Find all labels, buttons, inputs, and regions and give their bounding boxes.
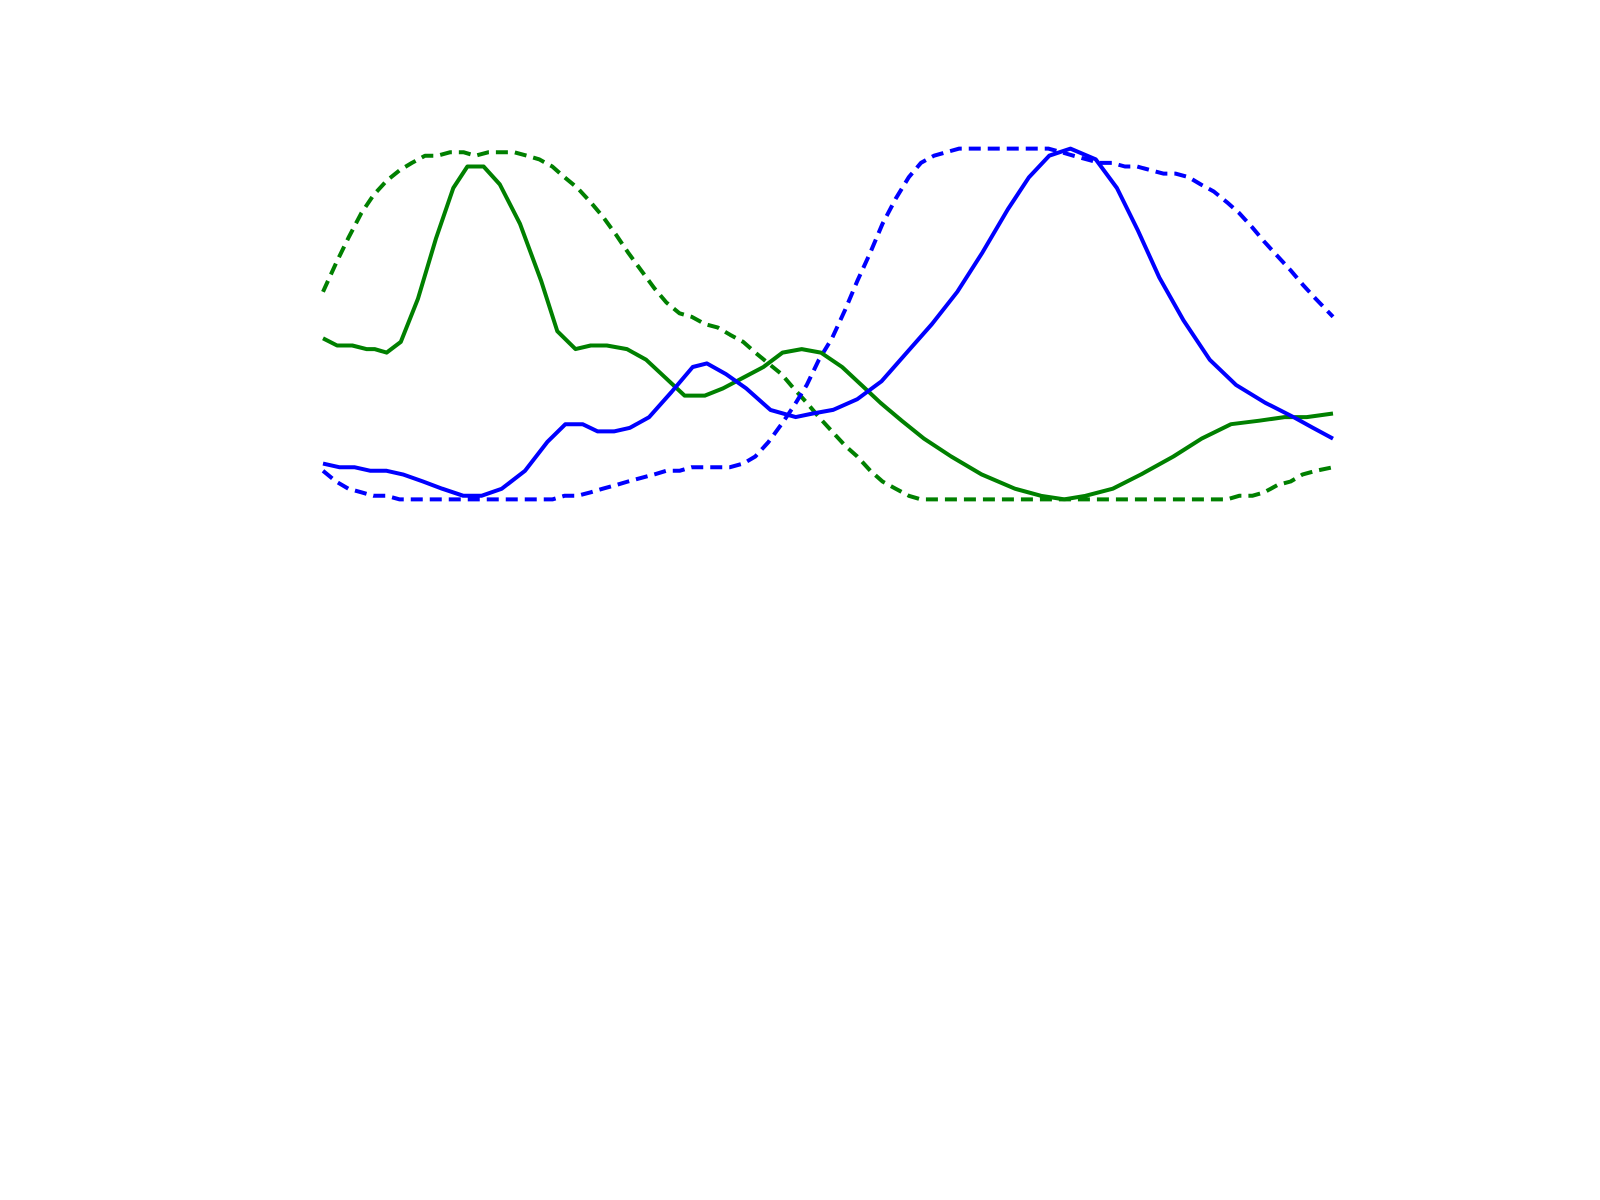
- series-3-line: [323, 167, 1333, 500]
- series-1-line: [323, 152, 1333, 499]
- series-4: [323, 149, 1333, 496]
- series-1: [323, 152, 1333, 499]
- series-2-line: [323, 149, 1333, 500]
- series-2: [323, 149, 1333, 500]
- series-3: [323, 167, 1333, 500]
- series-4-line: [323, 149, 1333, 496]
